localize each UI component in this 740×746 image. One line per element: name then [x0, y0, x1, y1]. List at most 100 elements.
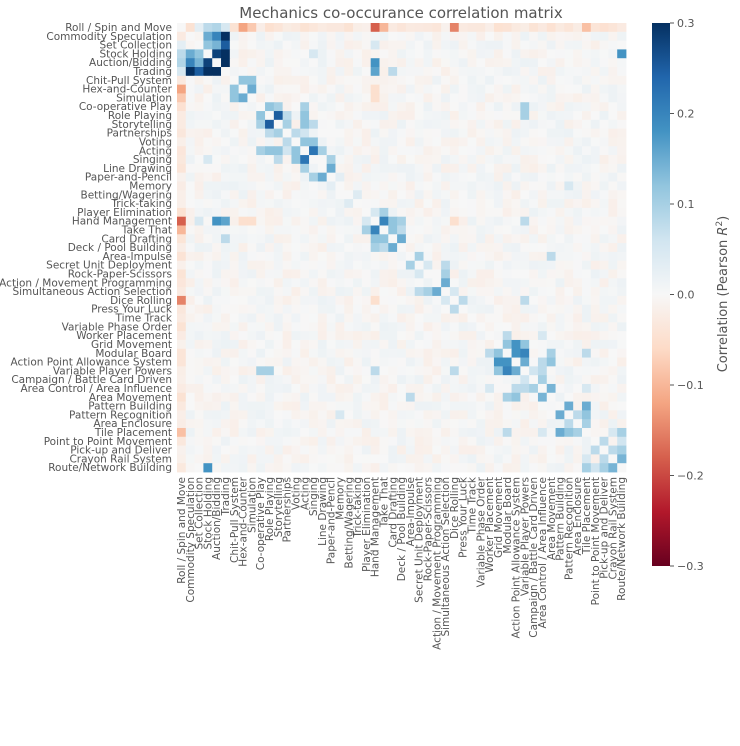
heatmap-cell — [397, 375, 407, 385]
heatmap-cell — [485, 31, 495, 41]
heatmap-cell — [335, 31, 345, 41]
heatmap-cell — [441, 454, 451, 464]
heatmap-cell — [388, 322, 398, 332]
heatmap-cell — [555, 339, 565, 350]
heatmap-cell — [203, 410, 213, 420]
heatmap-cell — [564, 234, 574, 244]
heatmap-cell — [581, 295, 592, 306]
heatmap-cell — [309, 75, 319, 86]
heatmap-cell — [177, 84, 187, 94]
heatmap-cell — [317, 313, 328, 323]
heatmap-cell — [229, 251, 240, 262]
heatmap-cell — [326, 111, 336, 121]
heatmap-cell — [229, 436, 240, 446]
heatmap-cell — [555, 392, 565, 402]
heatmap-cell — [300, 137, 310, 147]
heatmap-cell — [405, 58, 416, 68]
heatmap-cell — [520, 392, 530, 402]
heatmap-cell — [238, 427, 248, 438]
heatmap-cell — [221, 155, 231, 165]
heatmap-cell — [379, 278, 389, 288]
heatmap-cell — [212, 251, 222, 262]
heatmap-cell — [581, 137, 592, 147]
heatmap-cell — [335, 234, 345, 244]
heatmap-cell — [194, 331, 204, 341]
heatmap-cell — [608, 40, 618, 50]
heatmap-cell — [599, 410, 609, 420]
x-tick-label: Pattern Building — [555, 477, 567, 561]
heatmap-cell — [256, 445, 266, 455]
y-tick-label: Hex-and-Counter — [82, 84, 172, 96]
heatmap-cell — [317, 401, 328, 411]
x-tick-label: Action Point Allowance System — [511, 477, 523, 638]
heatmap-cell — [432, 260, 442, 270]
y-tick-label: Auction/Bidding — [89, 57, 172, 69]
heatmap-cell — [529, 40, 539, 50]
heatmap-cell — [344, 216, 354, 226]
heatmap-cell — [414, 199, 424, 209]
heatmap-cell — [291, 67, 301, 77]
heatmap-cell — [203, 419, 213, 429]
heatmap-cell — [608, 243, 618, 253]
heatmap-cell — [309, 445, 319, 455]
heatmap-cell — [590, 260, 600, 270]
heatmap-cell — [238, 216, 248, 226]
heatmap-cell — [326, 295, 336, 306]
heatmap-cell — [476, 331, 486, 341]
heatmap-cell — [564, 313, 574, 323]
heatmap-cell — [203, 84, 213, 94]
heatmap-cell — [573, 128, 583, 138]
heatmap-cell — [608, 137, 618, 147]
heatmap-cell — [317, 102, 328, 112]
heatmap-cell — [414, 49, 424, 59]
heatmap-cell — [185, 313, 195, 323]
heatmap-cell — [265, 313, 275, 323]
heatmap-cell — [326, 269, 336, 279]
heatmap-cell — [317, 207, 328, 218]
heatmap-cell — [537, 331, 548, 341]
heatmap-cells — [177, 23, 627, 473]
heatmap-cell — [414, 163, 424, 174]
heatmap-cell — [485, 207, 495, 218]
heatmap-cell — [546, 49, 556, 59]
heatmap-cell — [405, 348, 416, 358]
heatmap-cell — [194, 40, 204, 50]
heatmap-cell — [265, 207, 275, 218]
heatmap-cell — [229, 313, 240, 323]
heatmap-cell — [511, 67, 521, 77]
heatmap-cell — [177, 383, 187, 394]
heatmap-cell — [238, 128, 248, 138]
heatmap-cell — [449, 234, 460, 244]
heatmap-cell — [361, 102, 372, 112]
heatmap-cell — [485, 84, 495, 94]
heatmap-cell — [335, 392, 345, 402]
heatmap-cell — [256, 269, 266, 279]
heatmap-cell — [221, 67, 231, 77]
heatmap-cell — [599, 190, 609, 200]
heatmap-cell — [256, 295, 266, 306]
heatmap-cell — [221, 190, 231, 200]
heatmap-cell — [546, 102, 556, 112]
heatmap-cell — [194, 383, 204, 394]
heatmap-cell — [449, 75, 460, 86]
heatmap-cell — [335, 322, 345, 332]
heatmap-cell — [238, 419, 248, 429]
heatmap-cell — [238, 410, 248, 420]
heatmap-cell — [502, 207, 512, 218]
heatmap-cell — [432, 67, 442, 77]
heatmap-cell — [273, 137, 284, 147]
heatmap-cell — [405, 181, 416, 191]
heatmap-cell — [229, 357, 240, 367]
heatmap-cell — [476, 225, 486, 235]
heatmap-cell — [379, 207, 389, 218]
heatmap-cell — [177, 366, 187, 376]
heatmap-cell — [502, 111, 512, 121]
heatmap-cell — [344, 163, 354, 174]
heatmap-cell — [581, 278, 592, 288]
heatmap-cell — [529, 234, 539, 244]
heatmap-cell — [194, 67, 204, 77]
y-tick-label: Line Drawing — [103, 163, 172, 175]
heatmap-cell — [185, 137, 195, 147]
heatmap-cell — [414, 207, 424, 218]
y-tick-label: Card Drafting — [101, 233, 172, 245]
